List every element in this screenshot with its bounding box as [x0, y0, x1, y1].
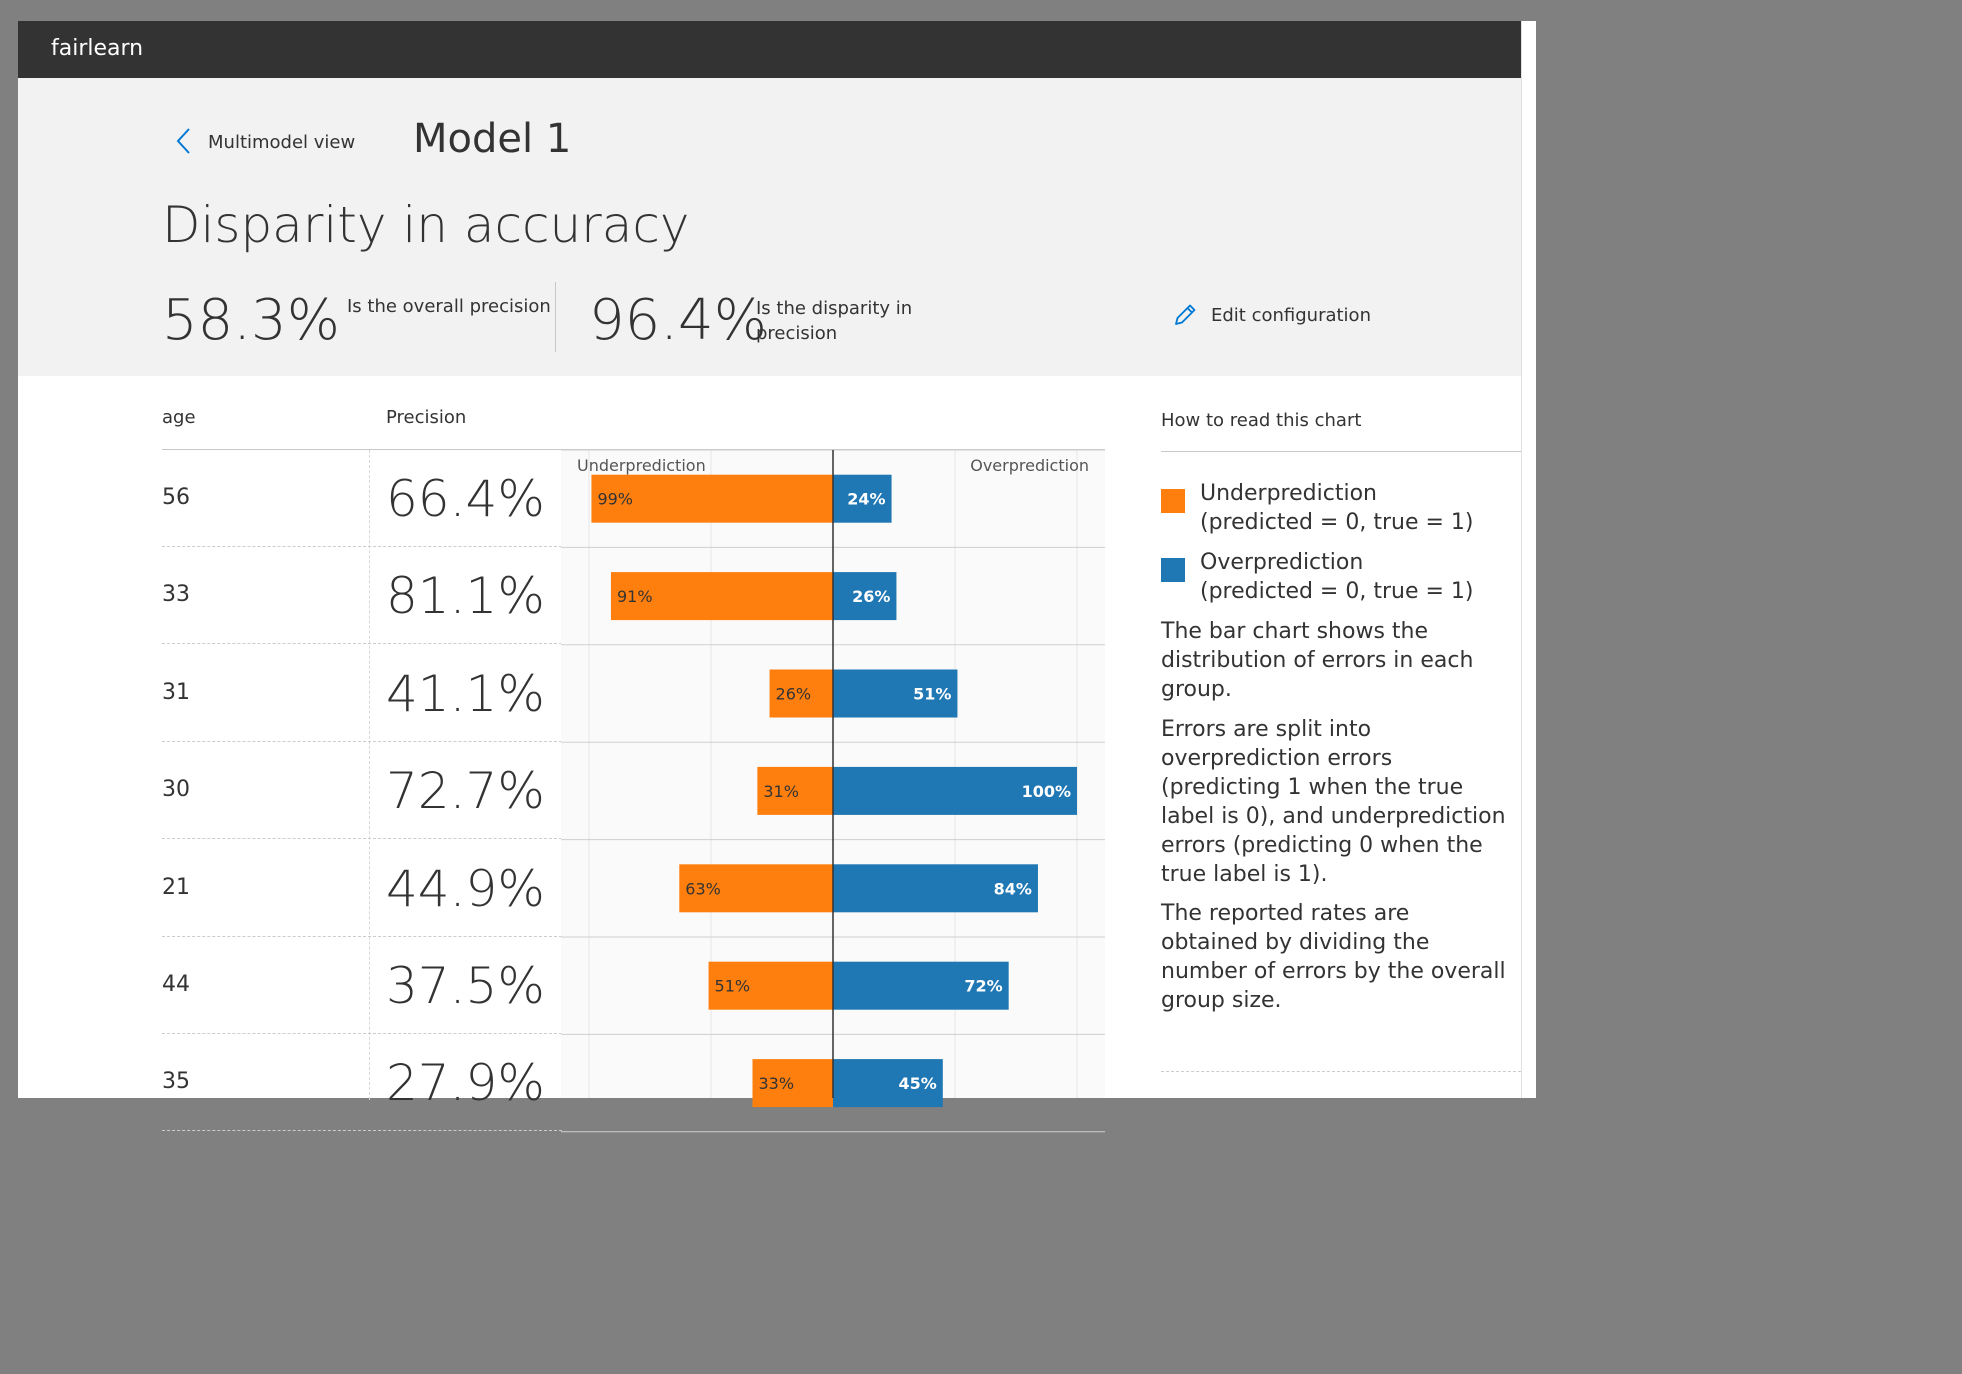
summary-divider	[555, 282, 556, 352]
overprediction-label: 84%	[994, 879, 1032, 898]
overprediction-bar	[833, 1059, 943, 1108]
age-column-header: age	[162, 407, 196, 428]
row-precision: 44.9%	[386, 859, 545, 918]
row-age: 31	[162, 679, 190, 705]
top-bar: fairlearn	[18, 21, 1521, 78]
underprediction-label: 51%	[715, 977, 751, 996]
row-age: 30	[162, 777, 190, 803]
legend-under-name: Underprediction	[1200, 481, 1377, 506]
row-precision: 27.9%	[386, 1054, 545, 1113]
underprediction-label: 99%	[597, 490, 633, 509]
precision-column-header: Precision	[386, 407, 467, 428]
underprediction-bar	[591, 474, 833, 523]
row-age: 35	[162, 1069, 190, 1095]
overprediction-bar	[833, 766, 1077, 815]
row-precision: 66.4%	[386, 470, 545, 528]
chevron-left-icon[interactable]	[170, 126, 200, 156]
legend-over-name: Overprediction	[1200, 550, 1364, 575]
overprediction-swatch	[1161, 558, 1185, 582]
underprediction-label: 26%	[776, 685, 812, 704]
legend-bottom-border	[1161, 1071, 1521, 1072]
row-divider	[162, 1033, 562, 1034]
table-row: 31 41.1%	[162, 645, 1105, 742]
table-row: 30 72.7%	[162, 742, 1105, 840]
app-window: fairlearn Multimodel view Model 1 Dispar…	[18, 21, 1536, 1133]
brand-name: fairlearn	[51, 36, 144, 61]
legend-paragraph-2: Errors are split into overprediction err…	[1161, 717, 1506, 887]
row-precision: 72.7%	[386, 762, 545, 821]
underprediction-bar	[757, 766, 833, 815]
edit-configuration-button[interactable]: Edit configuration	[1171, 300, 1371, 330]
overall-precision-value: 58.3%	[162, 288, 340, 353]
table-row: 44 37.5%	[162, 937, 1105, 1034]
underprediction-swatch	[1161, 489, 1185, 513]
row-precision: 81.1%	[386, 567, 545, 626]
pencil-icon	[1175, 304, 1196, 325]
legend-divider	[1161, 451, 1521, 452]
row-age: 33	[162, 582, 190, 608]
row-age: 21	[162, 874, 190, 900]
overprediction-label: 100%	[1022, 782, 1071, 801]
underprediction-bar	[708, 961, 833, 1010]
legend-paragraph-1: The bar chart shows the distribution of …	[1161, 619, 1474, 702]
column-divider	[369, 450, 370, 1100]
row-precision: 41.1%	[386, 664, 545, 723]
underprediction-bar	[679, 864, 833, 913]
overprediction-label: 24%	[847, 490, 885, 509]
underprediction-label: 63%	[685, 879, 721, 898]
overall-precision-caption: Is the overall precision	[347, 296, 551, 317]
underprediction-axis-label: Underprediction	[577, 456, 706, 475]
edit-configuration-label: Edit configuration	[1211, 304, 1371, 326]
table-row: 21 44.9%	[162, 840, 1105, 937]
table-row: 56 66.4%	[162, 450, 1105, 547]
overprediction-bar	[833, 669, 958, 718]
overprediction-bar	[833, 864, 1038, 913]
row-divider	[162, 740, 562, 742]
row-divider	[162, 546, 562, 547]
overprediction-label: 51%	[913, 685, 951, 704]
overprediction-bar	[833, 572, 897, 621]
disparity-caption: Is the disparity in precision	[756, 298, 913, 344]
back-to-multimodel-link[interactable]: Multimodel view	[208, 132, 356, 153]
overprediction-bar	[833, 961, 1009, 1010]
summary-header: Multimodel view Model 1 Disparity in acc…	[18, 78, 1521, 376]
legend-over-desc: (predicted = 0, true = 1)	[1200, 579, 1474, 604]
underprediction-label: 33%	[758, 1074, 794, 1093]
disparity-value: 96.4%	[589, 288, 767, 353]
overprediction-label: 45%	[899, 1074, 937, 1093]
error-distribution-chart: 99% 24% 91% 26% 26% 51% 31% 100% 63% 84% 51% 72% 33%…	[561, 449, 1105, 1133]
row-divider	[162, 643, 562, 645]
model-title: Model 1	[413, 116, 572, 162]
table-row: 33 81.1%	[162, 547, 1105, 645]
legend-title: How to read this chart	[1161, 410, 1362, 431]
row-divider	[162, 838, 562, 840]
underprediction-bar	[752, 1059, 833, 1108]
row-precision: 37.5%	[386, 957, 545, 1015]
page-title: Disparity in accuracy	[162, 196, 690, 254]
row-age: 56	[162, 485, 190, 510]
overprediction-axis-label: Overprediction	[970, 456, 1089, 475]
row-age: 44	[162, 972, 190, 997]
overprediction-bar	[833, 474, 892, 523]
underprediction-bar	[769, 669, 833, 718]
table-row: 35 27.9%	[162, 1034, 1105, 1132]
row-divider	[162, 935, 562, 937]
overprediction-label: 72%	[964, 977, 1002, 996]
underprediction-bar	[610, 572, 833, 621]
overprediction-label: 26%	[852, 587, 890, 606]
scrollbar[interactable]	[1521, 21, 1536, 1098]
row-divider	[162, 1130, 562, 1132]
legend-paragraph-3: The reported rates are obtained by divid…	[1161, 901, 1506, 1013]
underprediction-label: 31%	[763, 782, 799, 801]
legend-under-desc: (predicted = 0, true = 1)	[1200, 510, 1474, 535]
underprediction-label: 91%	[617, 587, 653, 606]
